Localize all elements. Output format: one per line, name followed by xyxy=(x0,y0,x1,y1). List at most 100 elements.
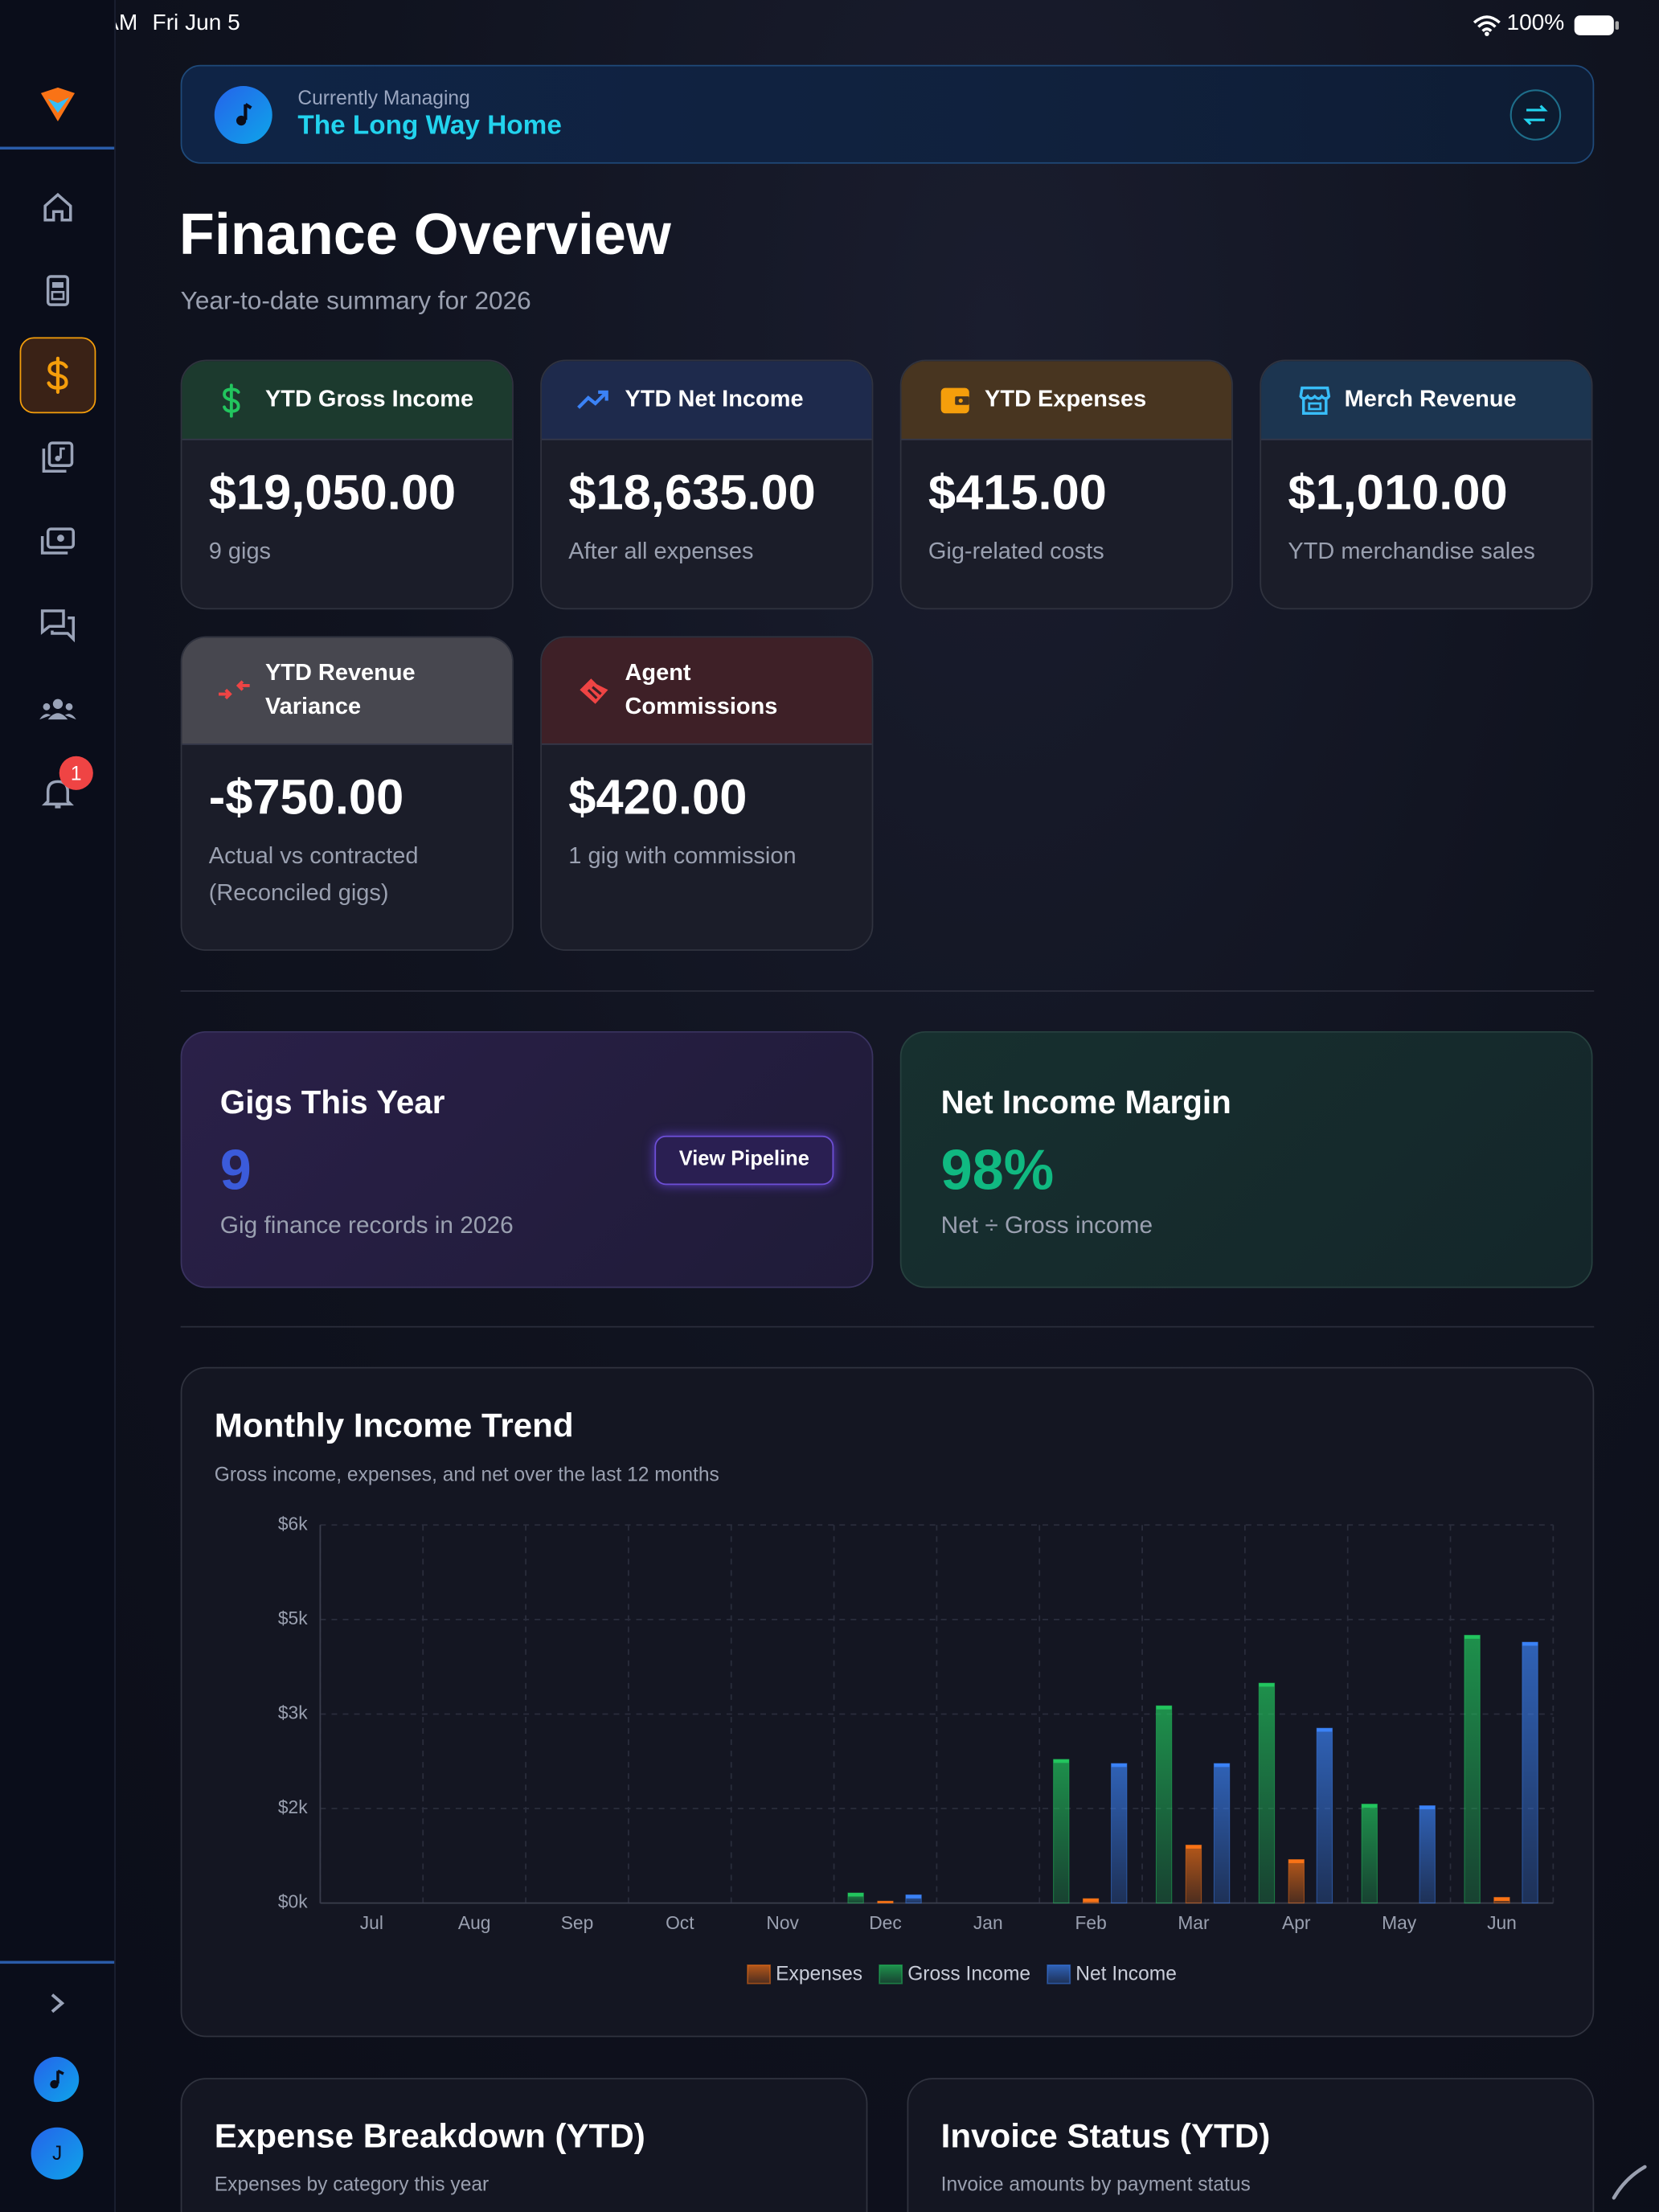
card-value: $19,050.00 xyxy=(208,465,457,521)
battery-icon xyxy=(1574,15,1619,35)
card-header: YTD Gross Income xyxy=(182,361,513,440)
note-icon xyxy=(50,2069,64,2089)
card-title: Invoice Status (YTD) xyxy=(940,2117,1271,2156)
user-avatar[interactable]: J xyxy=(31,2127,84,2180)
bar-cap xyxy=(1214,1763,1230,1768)
stat-card: YTD Net Income $18,635.00 After all expe… xyxy=(540,359,874,610)
card-title: YTD Gross Income xyxy=(264,386,474,412)
x-tick-label: Jun xyxy=(1487,1912,1517,1933)
banner-label: Currently Managing xyxy=(297,86,470,109)
stat-card: YTD Gross Income $19,050.00 9 gigs xyxy=(180,359,514,610)
card-title: Net Income Margin xyxy=(940,1083,1231,1120)
card-header: YTD Revenue Variance xyxy=(182,637,513,745)
bar xyxy=(1111,1763,1128,1904)
bar-cap xyxy=(1156,1706,1172,1710)
wifi-icon xyxy=(1473,15,1501,36)
bar xyxy=(1185,1844,1202,1904)
bar-cap xyxy=(1053,1759,1069,1763)
legend-label: Net Income xyxy=(1075,1964,1177,1985)
bar-cap xyxy=(1259,1683,1275,1687)
legend-swatch xyxy=(879,1964,903,1985)
x-tick-label: May xyxy=(1382,1912,1417,1933)
sidebar-divider xyxy=(0,146,115,150)
dollar-icon xyxy=(47,356,68,395)
bar-cap xyxy=(1419,1805,1436,1809)
card-note: After all expenses xyxy=(568,539,754,565)
nav-calculator[interactable] xyxy=(39,272,76,309)
nav-messages[interactable] xyxy=(39,607,76,644)
card-value: -$750.00 xyxy=(208,770,404,825)
page-subtitle: Year-to-date summary for 2026 xyxy=(180,286,531,315)
legend-swatch xyxy=(1047,1964,1071,1985)
bar-cap xyxy=(905,1895,922,1899)
card-title: Expense Breakdown (YTD) xyxy=(214,2117,645,2156)
x-tick-label: Sep xyxy=(561,1912,594,1933)
y-tick-label: $0k xyxy=(278,1891,308,1912)
y-tick-label: $3k xyxy=(278,1702,308,1722)
card-value: 98% xyxy=(940,1140,1055,1202)
card-note: Gig-related costs xyxy=(928,539,1104,565)
nav-finance-active[interactable] xyxy=(19,337,96,414)
card-value: $420.00 xyxy=(568,770,748,825)
x-tick-label: Jul xyxy=(360,1912,383,1933)
view-pipeline-button[interactable]: View Pipeline xyxy=(654,1135,834,1186)
card-note: Gig finance records in 2026 xyxy=(219,1211,514,1239)
bar-cap xyxy=(1522,1642,1538,1646)
legend-label: Gross Income xyxy=(907,1964,1030,1985)
nav-team[interactable] xyxy=(39,691,76,728)
card-header: Agent Commissions xyxy=(541,637,872,745)
dollar-icon xyxy=(223,383,240,418)
store-icon xyxy=(1299,386,1331,415)
card-title: Merch Revenue xyxy=(1344,386,1517,412)
bar xyxy=(1288,1859,1305,1904)
card-title: Gigs This Year xyxy=(219,1083,445,1120)
nav-payments[interactable] xyxy=(39,523,76,560)
y-tick-label: $6k xyxy=(278,1513,308,1534)
home-indicator xyxy=(1612,2165,1647,2200)
band-icon xyxy=(214,86,272,145)
bar-cap xyxy=(1362,1804,1378,1808)
income-chart: Monthly Income Trend Gross income, expen… xyxy=(215,1406,1555,1985)
status-date: Fri Jun 5 xyxy=(152,11,240,35)
note-icon xyxy=(236,103,252,126)
card-header: YTD Expenses xyxy=(901,361,1232,440)
card-title: Agent Commissions xyxy=(625,660,778,720)
nav-home[interactable] xyxy=(39,189,76,226)
invoice-status-card: Invoice Status (YTD) Invoice amounts by … xyxy=(907,2078,1595,2212)
card-subtitle: Expenses by category this year xyxy=(214,2172,490,2195)
bar-cap xyxy=(1317,1728,1333,1732)
card-title: YTD Net Income xyxy=(625,386,804,412)
x-tick-label: Dec xyxy=(869,1912,902,1933)
page-title: Finance Overview xyxy=(178,201,671,267)
nav-music[interactable] xyxy=(39,439,76,476)
card-title: YTD Expenses xyxy=(985,386,1147,412)
gigs-card: Gigs This Year 9 Gig finance records in … xyxy=(180,1030,874,1288)
margin-card: Net Income Margin 98% Net ÷ Gross income xyxy=(899,1030,1593,1288)
chart-card: Monthly Income Trend Gross income, expen… xyxy=(180,1366,1595,2038)
bar xyxy=(1053,1759,1070,1904)
section-divider xyxy=(180,1325,1595,1328)
band-avatar[interactable] xyxy=(34,2056,80,2103)
card-note: Actual vs contracted (Reconciled gigs) xyxy=(208,843,419,906)
switch-band-button[interactable] xyxy=(1509,89,1562,141)
bar-cap xyxy=(1186,1845,1202,1849)
nav-notifications[interactable] xyxy=(39,775,76,812)
x-tick-label: Jan xyxy=(973,1912,1003,1933)
bar-cap xyxy=(877,1901,894,1903)
card-subtitle: Invoice amounts by payment status xyxy=(940,2172,1251,2195)
bar xyxy=(1213,1763,1231,1904)
bar xyxy=(1361,1804,1378,1904)
bar xyxy=(1155,1705,1173,1904)
card-note: 1 gig with commission xyxy=(568,843,797,870)
card-note: Net ÷ Gross income xyxy=(940,1211,1153,1239)
notification-badge: 1 xyxy=(59,756,93,790)
card-value: $18,635.00 xyxy=(568,465,816,521)
chart-title: Monthly Income Trend xyxy=(215,1406,574,1444)
x-tick-label: Feb xyxy=(1075,1912,1106,1933)
y-tick-label: $2k xyxy=(278,1796,308,1817)
expand-button[interactable] xyxy=(47,1990,69,2016)
x-tick-label: Nov xyxy=(766,1912,799,1933)
band-name: The Long Way Home xyxy=(297,111,562,141)
